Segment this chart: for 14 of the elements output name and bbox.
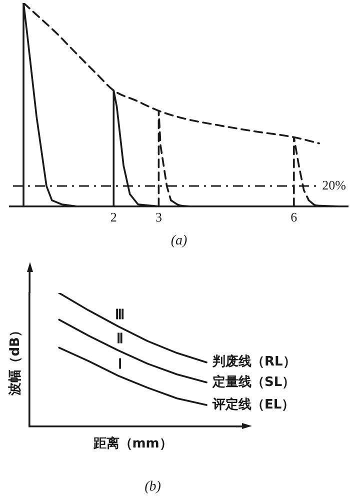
x-tick-label: 2 (110, 210, 117, 225)
x-tick-label: 6 (290, 210, 298, 225)
series-label: 评定线（EL） (212, 396, 295, 412)
annotation: 20% (322, 177, 346, 192)
text: (a) (170, 234, 188, 249)
series-label: 判废线（RL） (212, 354, 296, 370)
annotation: Ⅱ (116, 332, 124, 347)
text: (b) (144, 480, 162, 495)
x-axis-title: 距离（mm） (92, 436, 172, 452)
annotation: Ⅲ (115, 308, 126, 323)
y-axis-title: 波幅（dB） (8, 324, 24, 396)
annotation: Ⅰ (118, 357, 122, 372)
x-tick-label: 3 (155, 210, 162, 225)
series-label: 定量线（SL） (212, 374, 296, 390)
